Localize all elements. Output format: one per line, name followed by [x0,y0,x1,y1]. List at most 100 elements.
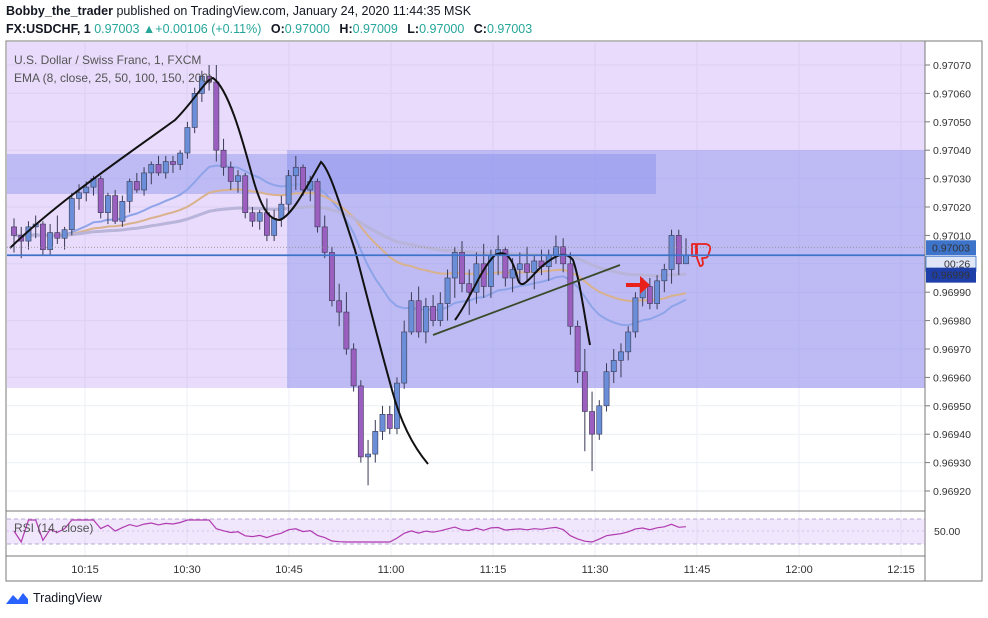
candle-body [618,351,624,361]
candle-body [133,181,140,191]
grid-horizontal [7,64,925,492]
time-tick-label: 11:30 [582,564,609,576]
marker-price-label: 0.96999 [932,270,970,282]
price-tick-label: 0.96950 [933,401,971,413]
price-tick-label: 0.96960 [933,372,971,384]
candle-body [177,152,184,165]
candle-body [278,203,285,219]
price-tick-label: 0.97020 [933,202,971,214]
candle-body [408,300,415,333]
price-tick-label: 0.96930 [933,458,971,470]
price-tick-label: 0.97010 [933,230,971,242]
rsi-line [13,519,687,544]
candle-body [365,453,371,458]
chart-frame [5,40,983,582]
time-tick-label: 12:15 [887,564,915,576]
candle-body [610,360,617,373]
tradingview-brand: TradingView [33,591,102,605]
close-label: C: [473,22,487,36]
candle-body [654,280,660,304]
time-tick-label: 10:15 [71,564,99,576]
candle-body [581,371,588,412]
price-tick-label: 0.97070 [933,60,971,72]
open-label: O: [270,22,285,36]
low-label: L: [407,22,420,36]
candle-body [235,175,241,182]
candle-body [357,385,364,458]
candle-body [379,414,386,432]
candle-body [242,175,249,213]
candle-body [97,178,104,213]
open-value: 0.97000 [284,22,330,36]
change-arrow-icon: ▲ [142,22,156,36]
candle-body [321,226,328,253]
candle-body [683,254,689,265]
publication-info: Bobby_the_trader published on TradingVie… [6,4,471,18]
candle-body [112,195,119,222]
candle-body [632,297,639,333]
candle-body [256,212,263,222]
candle-body [40,223,46,250]
candle-body [329,252,335,302]
candle-body [314,181,321,228]
candle-body [170,161,176,165]
price-tick-label: 0.96990 [933,287,971,299]
candle-body [336,300,343,313]
candle-body [661,269,668,282]
candle-body [220,149,227,168]
candle-body [675,235,682,265]
candle-body [271,218,278,236]
candle-body [372,431,379,455]
candle-body [524,263,530,273]
candle-body [531,260,538,273]
candle-body [625,331,632,353]
ema-legend: EMA (8, close, 25, 50, 100, 150, 200) [14,71,212,85]
candle-body [155,164,162,174]
ema-line-fast [13,164,687,327]
time-scale[interactable]: 10:15 10:30 10:45 11:00 11:15 11:30 11:45 12:00… [71,564,915,576]
candle-body [213,81,220,151]
candle-body [509,269,516,279]
price-tick-label: 0.97060 [933,88,971,100]
candle-body [596,405,603,435]
current-price-box [926,240,976,256]
time-tick-label: 11:00 [378,564,405,576]
candle-body [430,306,436,321]
candle-body [68,198,75,231]
low-value: 0.97000 [419,22,465,36]
price-tick-label: 0.96920 [933,486,971,498]
candle-body [603,371,610,407]
candles [11,65,689,486]
tradingview-logo[interactable]: TradingView [6,591,102,605]
price-tick-label: 0.97050 [933,117,971,129]
time-tick-label: 10:30 [173,564,201,576]
ema-line-mid [13,188,687,302]
author-name[interactable]: Bobby_the_trader [6,4,113,18]
marker-price-box [926,267,976,283]
price-tick-label: 0.96980 [933,316,971,328]
time-tick-label: 10:45 [275,564,303,576]
last-price: 0.97003 [94,22,140,36]
time-tick-label: 11:45 [684,564,711,576]
hand-drawn-curve-left [9,76,429,465]
ohlc-header: FX:USDCHF, 1 0.97003 ▲+0.00106 (+0.11%) … [6,22,532,36]
candle-body [466,283,473,293]
trendline[interactable] [432,264,621,336]
candle-body [264,212,270,236]
candle-body [300,166,306,191]
time-tick-label: 11:15 [480,564,507,576]
candle-body [227,166,234,182]
rsi-legend: RSI (14, close) [14,521,93,535]
rsi-tick-label: 50.00 [934,526,960,538]
candle-body [459,252,465,284]
candle-body [343,311,350,350]
candle-body [11,226,17,236]
candle-body [119,201,126,222]
price-change: +0.00106 (+0.11%) [155,22,262,36]
candle-body [350,348,357,387]
candle-body [451,252,458,279]
price-tick-label: 0.96940 [933,429,971,441]
candle-body [386,414,393,429]
resistance-zone [7,154,656,194]
